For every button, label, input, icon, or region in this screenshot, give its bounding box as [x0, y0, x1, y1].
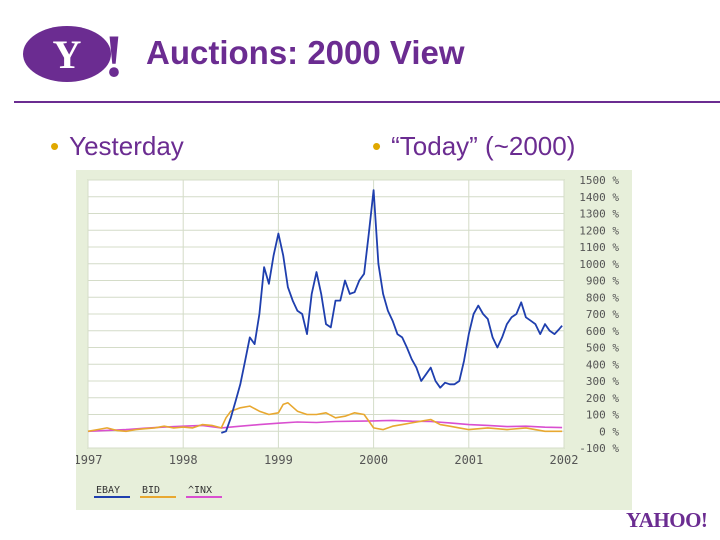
- x-tick-label: 1999: [264, 453, 293, 467]
- y-tick-label: 100 %: [586, 409, 619, 422]
- bullet-dot: •: [372, 131, 382, 161]
- bullet-today-text: “Today” (~2000): [391, 131, 576, 161]
- y-tick-label: 700 %: [586, 308, 619, 321]
- y-tick-label: -100 %: [579, 442, 619, 455]
- legend-label-ebay: EBAY: [96, 485, 120, 496]
- y-tick-label: 1200 %: [579, 224, 619, 237]
- y-tick-label: 1300 %: [579, 208, 619, 221]
- logo-exclamation: !: [104, 24, 124, 84]
- y-tick-label: 0 %: [599, 425, 619, 438]
- bullet-yesterday-text: Yesterday: [69, 131, 184, 161]
- bullet-today: • “Today” (~2000): [372, 131, 575, 162]
- y-tick-label: 300 %: [586, 375, 619, 388]
- x-tick-label: 1997: [76, 453, 102, 467]
- bullet-dot: •: [50, 131, 60, 161]
- page-title: Auctions: 2000 View: [146, 34, 465, 71]
- stock-chart: 1500 % 1400 % 1300 % 1200 % 1100 % 1000 % 900 …: [76, 174, 619, 498]
- y-tick-label: 600 %: [586, 325, 619, 338]
- y-tick-label: 200 %: [586, 392, 619, 405]
- x-tick-label: 2000: [359, 453, 388, 467]
- title-divider: [14, 101, 720, 103]
- legend-label-bid: BID: [142, 485, 160, 496]
- y-tick-label: 1400 %: [579, 191, 619, 204]
- y-tick-label: 1500 %: [579, 174, 619, 187]
- logo-letter: Y: [53, 32, 82, 77]
- series-line-ebay: [221, 189, 563, 434]
- y-tick-label: 900 %: [586, 275, 619, 288]
- y-tick-label: 500 %: [586, 342, 619, 355]
- footer-yahoo-logo: YAHOO!: [626, 508, 708, 532]
- bullet-yesterday: • Yesterday: [50, 131, 184, 162]
- legend-label-inx: ^INX: [188, 485, 212, 496]
- x-tick-label: 1998: [169, 453, 198, 467]
- logo-oval: [23, 26, 111, 82]
- x-tick-label: 2001: [454, 453, 483, 467]
- y-tick-label: 1000 %: [579, 258, 619, 271]
- y-tick-label: 1100 %: [579, 241, 619, 254]
- series-line-bid: [87, 402, 563, 433]
- stock-chart-panel: 1500 % 1400 % 1300 % 1200 % 1100 % 1000 % 900 …: [76, 170, 632, 510]
- y-tick-label: 800 %: [586, 291, 619, 304]
- x-tick-label: 2002: [550, 453, 579, 467]
- yahoo-logo: Y !: [23, 24, 124, 84]
- y-tick-label: 400 %: [586, 358, 619, 371]
